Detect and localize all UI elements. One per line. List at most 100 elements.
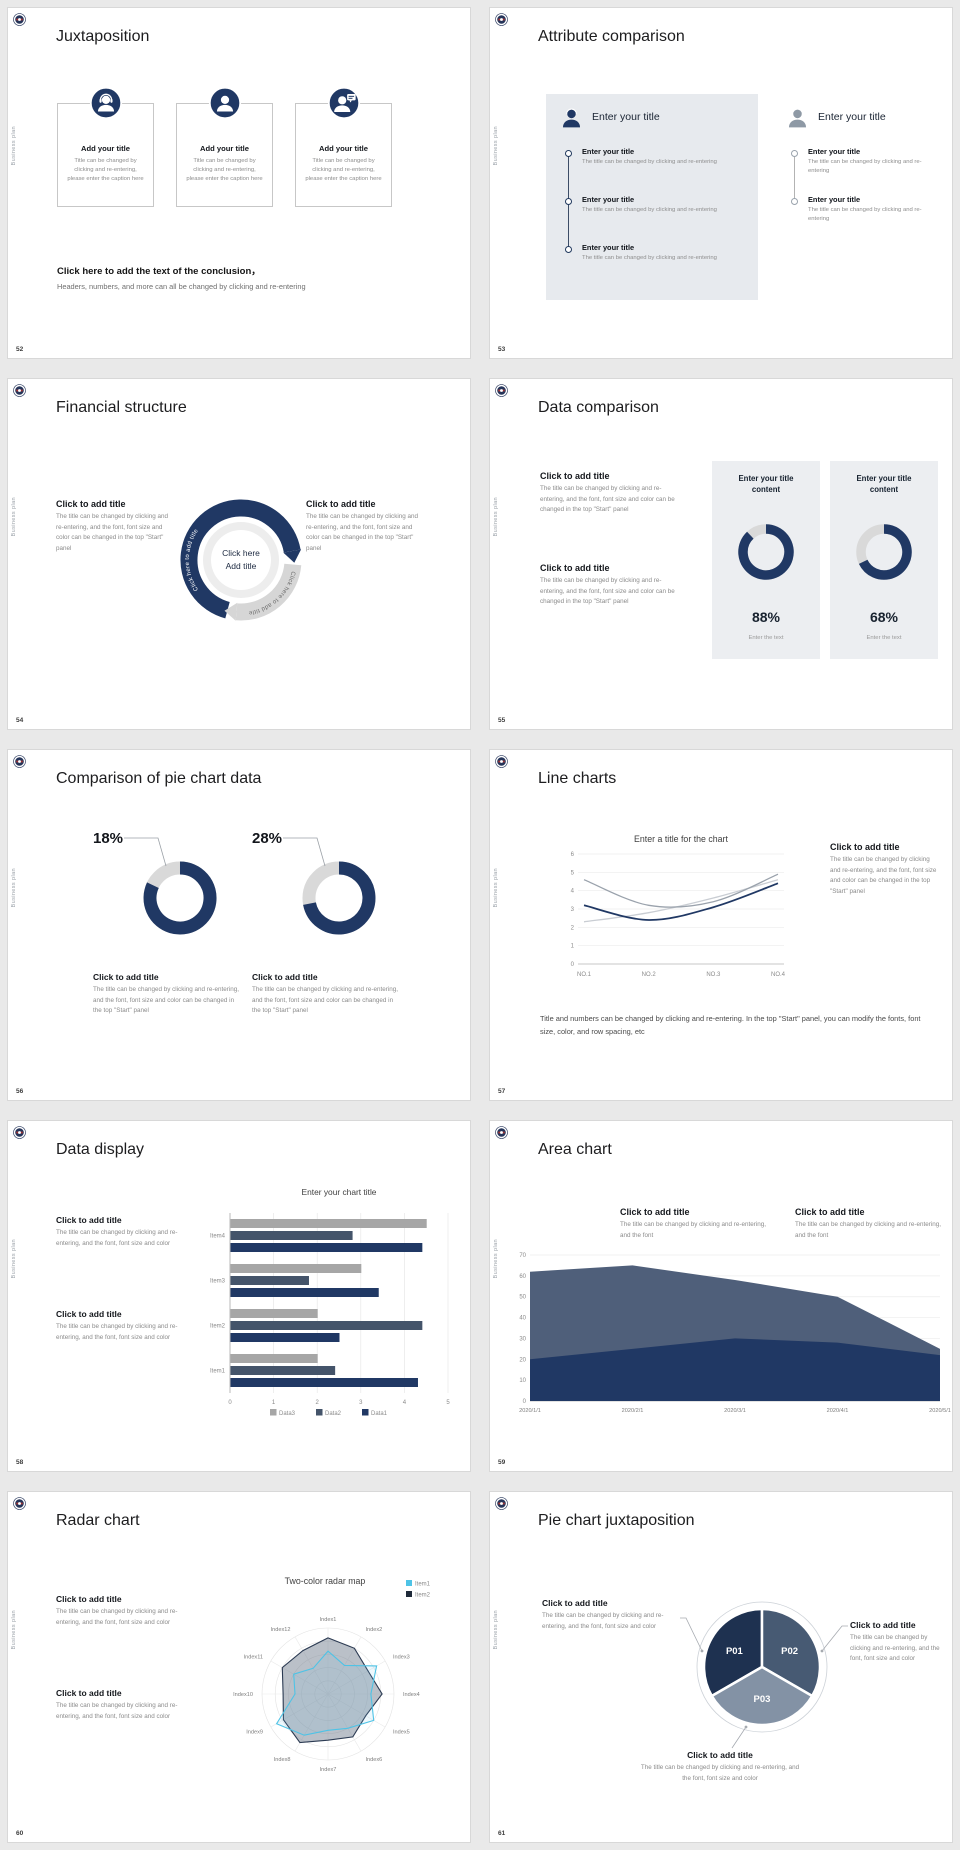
comparison-panel-right[interactable]: Enter your title Enter your title The ti… bbox=[772, 94, 942, 300]
sidebar-vertical-label: Business plan bbox=[493, 497, 499, 537]
text-block-left: Click to add title The title can be chan… bbox=[56, 499, 174, 555]
radar-chart: Index1 Index2 Index3 Index4 Index5 Index6 Inde… bbox=[233, 1580, 431, 1773]
line-chart: 0 1 2 3 4 5 6 NO.1 NO.2 NO.3 NO.4 bbox=[571, 852, 786, 978]
text-block-1: Click to add title The title can be chan… bbox=[56, 1215, 192, 1249]
text-block-1: Click to add title The title can be chan… bbox=[540, 471, 682, 516]
block-title: Click to add title bbox=[850, 1620, 916, 1630]
svg-text:Item1: Item1 bbox=[415, 1582, 431, 1588]
timeline-line bbox=[794, 154, 795, 202]
conclusion-title: Click here to add the text of the conclu… bbox=[57, 266, 261, 277]
item-caption: The title can be changed by clicking and… bbox=[582, 255, 717, 261]
block-text: The title can be changed by clicking and… bbox=[56, 1702, 178, 1720]
page-number: 59 bbox=[498, 1459, 506, 1466]
page-number: 60 bbox=[16, 1830, 24, 1837]
diagram-center-label: Click here Add title bbox=[201, 547, 281, 573]
item-title: Enter your title bbox=[582, 195, 635, 204]
block-text: The title can be changed by clicking and… bbox=[620, 1221, 766, 1239]
item-title: Enter your title bbox=[582, 243, 635, 252]
page-number: 58 bbox=[16, 1459, 24, 1466]
area-chart: 0 10 20 30 40 50 60 70 2020/1/1 2020/2/1 2020/3/1 2… bbox=[519, 1253, 951, 1414]
svg-text:6: 6 bbox=[571, 852, 575, 858]
block-title: Click to add title bbox=[830, 842, 900, 852]
donut-chart-88 bbox=[738, 524, 794, 580]
card-title: Add your title bbox=[81, 144, 130, 153]
slide-53-attribute-comparison[interactable]: Business plan Attribute comparison Enter… bbox=[489, 7, 953, 359]
timeline-item: Enter your title The title can be change… bbox=[582, 243, 734, 263]
school-emblem-logo bbox=[13, 384, 26, 397]
info-card[interactable]: Add your title Title can be changed by c… bbox=[295, 86, 392, 207]
block-title: Click to add title bbox=[795, 1207, 865, 1217]
info-card[interactable]: Add your title Title can be changed by c… bbox=[57, 86, 154, 207]
svg-text:2: 2 bbox=[571, 925, 575, 931]
stat-card-1[interactable]: Enter your title content 88% Enter the t… bbox=[712, 461, 820, 659]
slide-57-line-charts[interactable]: 0 1 2 3 4 5 6 NO.1 NO.2 NO.3 NO.4 Business plan Li… bbox=[489, 749, 953, 1101]
info-card[interactable]: Add your title Title can be changed by c… bbox=[176, 86, 273, 207]
svg-text:0: 0 bbox=[523, 1399, 527, 1405]
text-block-left: Click to add title The title can be chan… bbox=[542, 1598, 680, 1632]
stat-card-2[interactable]: Enter your title content 68% Enter the t… bbox=[830, 461, 938, 659]
block-title: Click to add title bbox=[56, 1594, 122, 1604]
school-emblem-logo bbox=[495, 755, 508, 768]
svg-text:NO.2: NO.2 bbox=[642, 972, 657, 978]
page-number: 55 bbox=[498, 717, 506, 724]
block-title: Click to add title bbox=[93, 972, 159, 982]
slide-54-financial-structure[interactable]: Business plan Financial structure Click … bbox=[7, 378, 471, 730]
svg-text:10: 10 bbox=[519, 1378, 526, 1384]
slide-55-data-comparison[interactable]: Business plan Data comparison Click to a… bbox=[489, 378, 953, 730]
page-number: 56 bbox=[16, 1088, 24, 1095]
school-emblem-logo bbox=[13, 1497, 26, 1510]
svg-text:4: 4 bbox=[403, 1400, 407, 1406]
slide-61-pie-juxtaposition[interactable]: P01 P02 P03 Business plan Pie chart juxtap… bbox=[489, 1491, 953, 1843]
svg-text:Index11: Index11 bbox=[244, 1655, 264, 1661]
svg-text:40: 40 bbox=[519, 1316, 526, 1322]
comparison-panel-left[interactable]: Enter your title Enter your title The ti… bbox=[546, 94, 758, 300]
svg-text:Index3: Index3 bbox=[393, 1655, 410, 1661]
block-title: Click to add title bbox=[252, 972, 318, 982]
slide-60-radar-chart[interactable]: Index1 Index2 Index3 Index4 Index5 Index6 Inde… bbox=[7, 1491, 471, 1843]
block-text: The title can be changed by clicking and… bbox=[306, 513, 419, 553]
slide-title: Data display bbox=[56, 1141, 145, 1158]
slide-title: Financial structure bbox=[56, 399, 187, 416]
svg-text:Index4: Index4 bbox=[403, 1692, 420, 1698]
svg-text:2020/3/1: 2020/3/1 bbox=[724, 1408, 746, 1414]
side-text-block: Click to add title The title can be chan… bbox=[830, 842, 942, 898]
svg-text:Index7: Index7 bbox=[320, 1767, 337, 1773]
block-text: The title can be changed by clicking and… bbox=[830, 856, 937, 896]
slide-title: Line charts bbox=[538, 770, 617, 787]
person-icon bbox=[208, 86, 241, 120]
percent-value: 68% bbox=[869, 609, 899, 625]
block-title: Click to add title bbox=[56, 1688, 122, 1698]
school-emblem-logo bbox=[495, 1126, 508, 1139]
pie-chart: P01 P02 P03 bbox=[680, 1601, 848, 1749]
slide-59-area-chart[interactable]: 0 10 20 30 40 50 60 70 2020/1/1 2020/2/1 2020/3/1 2… bbox=[489, 1120, 953, 1472]
block-text: The title can be changed by clicking and… bbox=[540, 577, 675, 606]
text-block-bottom: Click to add title The title can be chan… bbox=[640, 1750, 800, 1784]
svg-text:NO.4: NO.4 bbox=[771, 972, 786, 978]
slide-56-pie-comparison[interactable]: Business plan Comparison of pie chart da… bbox=[7, 749, 471, 1101]
page-number: 57 bbox=[498, 1088, 506, 1095]
block-text: The title can be changed by clicking and… bbox=[56, 1608, 178, 1626]
item-caption: The title can be changed by clicking and… bbox=[582, 207, 717, 213]
item-caption: The title can be changed by clicking and… bbox=[582, 159, 717, 165]
block-title: Click to add title bbox=[56, 1215, 122, 1225]
block-title: Click to add title bbox=[540, 471, 610, 481]
block-title: Click to add title bbox=[56, 1309, 122, 1319]
block-text: The title can be changed by clicking and… bbox=[56, 1323, 178, 1341]
slide-52-juxtaposition[interactable]: Business plan Juxtaposition Add your tit… bbox=[7, 7, 471, 359]
svg-text:5: 5 bbox=[571, 870, 575, 876]
arrowhead-dark bbox=[283, 549, 302, 563]
item-title: Enter your title bbox=[582, 147, 635, 156]
svg-text:Index2: Index2 bbox=[366, 1627, 383, 1633]
svg-text:60: 60 bbox=[519, 1274, 526, 1280]
chart-title: Two-color radar map bbox=[284, 1576, 366, 1586]
card-row: Add your title Title can be changed by c… bbox=[57, 86, 392, 207]
svg-text:Item2: Item2 bbox=[210, 1324, 226, 1330]
timeline-node bbox=[565, 198, 572, 205]
person-chat-icon bbox=[327, 86, 360, 120]
svg-text:2020/2/1: 2020/2/1 bbox=[622, 1408, 644, 1414]
arrowhead-gray bbox=[224, 602, 238, 621]
svg-text:Index10: Index10 bbox=[233, 1692, 253, 1698]
slide-58-data-display[interactable]: 0 1 2 3 4 5 Item1 Item2 Item3 Item4 Data3 Data2 Data… bbox=[7, 1120, 471, 1472]
item-title: Enter your title bbox=[808, 195, 861, 204]
svg-text:P03: P03 bbox=[754, 1694, 771, 1705]
